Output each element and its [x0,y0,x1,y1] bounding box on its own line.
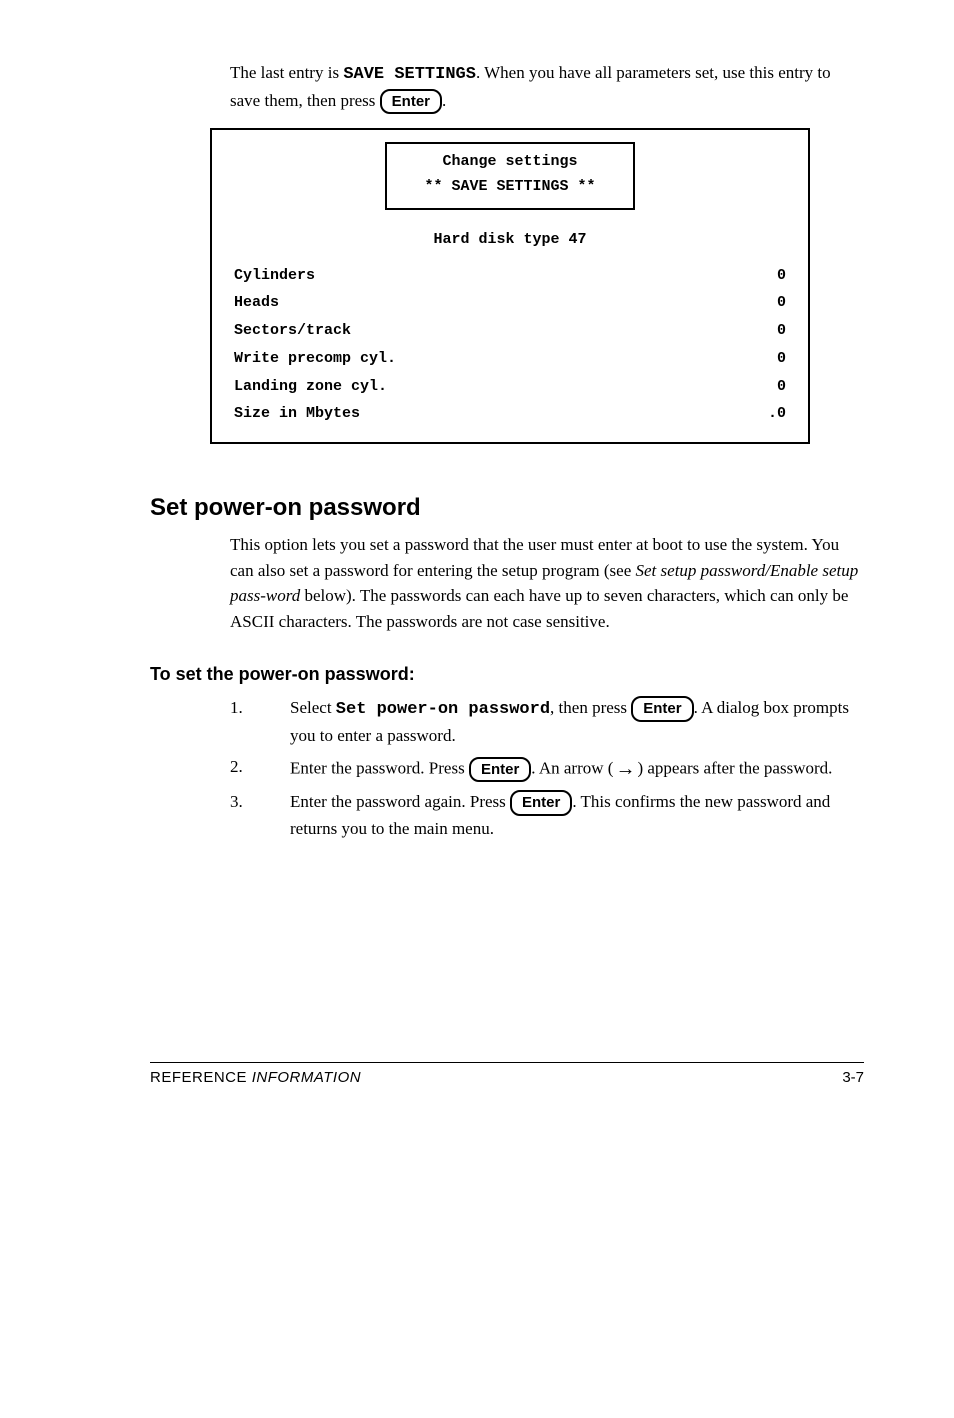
step-text: Select Set power-on password, then press… [290,695,864,750]
step-item: 1. Select Set power-on password, then pr… [230,695,864,750]
param-row: Landing zone cyl. 0 [234,373,786,401]
param-row: Write precomp cyl. 0 [234,345,786,373]
param-label: Write precomp cyl. [234,345,396,373]
param-label: Size in Mbytes [234,400,360,428]
screen-title: Hard disk type 47 [234,226,786,254]
text: . [442,91,446,110]
param-label: Sectors/track [234,317,351,345]
text: Enter the password again. Press [290,792,510,811]
text: below). The passwords can each have up t… [230,586,848,631]
param-value: 0 [746,373,786,401]
footer-page-number: 3-7 [842,1069,864,1086]
page-footer: REFERENCE INFORMATION 3-7 [150,1062,864,1086]
step-item: 3. Enter the password again. Press Enter… [230,789,864,842]
text: REFERENCE [150,1069,252,1086]
text: Enter the password. Press [290,758,469,777]
text: Select [290,698,336,717]
param-label: Landing zone cyl. [234,373,387,401]
text: INFORMATION [252,1069,361,1086]
footer-left: REFERENCE INFORMATION [150,1069,361,1086]
param-value: 0 [746,345,786,373]
step-text: Enter the password. Press Enter. An arro… [290,754,864,785]
section-paragraph: This option lets you set a password that… [230,532,864,634]
section-heading: Set power-on password [150,494,864,522]
text: , then press [550,698,631,717]
footer-section: REFERENCE INFORMATION [150,1069,361,1086]
step-number: 1. [230,695,290,750]
step-number: 2. [230,754,290,785]
page: The last entry is SAVE SETTINGS. When yo… [0,0,954,1146]
enter-key-icon: Enter [631,696,693,722]
text: them, then press [264,91,379,110]
param-label: Cylinders [234,262,315,290]
enter-key-icon: Enter [510,790,572,816]
param-row: Sectors/track 0 [234,317,786,345]
enter-key-icon: Enter [380,89,442,115]
menu-literal: Set power-on password [336,700,550,719]
terminal-screen: Change settings ** SAVE SETTINGS ** Hard… [210,128,810,444]
enter-key-icon: Enter [469,757,531,783]
text: ) appears after the password. [637,758,832,777]
step-number: 3. [230,789,290,842]
param-row: Heads 0 [234,289,786,317]
popup-box: Change settings ** SAVE SETTINGS ** [385,142,635,210]
text: . An arrow ( [531,758,613,777]
save-settings-literal: SAVE SETTINGS [343,65,476,84]
intro-line: The last entry is SAVE SETTINGS. When yo… [230,60,864,114]
param-value: 0 [746,262,786,290]
text: The last entry is [230,63,343,82]
param-row: Cylinders 0 [234,262,786,290]
step-text: Enter the password again. Press Enter. T… [290,789,864,842]
step-item: 2. Enter the password. Press Enter. An a… [230,754,864,785]
param-value: 0 [746,317,786,345]
param-value: 0 [746,289,786,317]
popup-option: ** SAVE SETTINGS ** [387,175,633,200]
popup-title: Change settings [387,150,633,175]
subsection-heading: To set the power-on password: [150,664,864,685]
param-label: Heads [234,289,279,317]
param-row: Size in Mbytes .0 [234,400,786,428]
arrow-right-icon: → [613,754,637,785]
param-value: .0 [746,400,786,428]
